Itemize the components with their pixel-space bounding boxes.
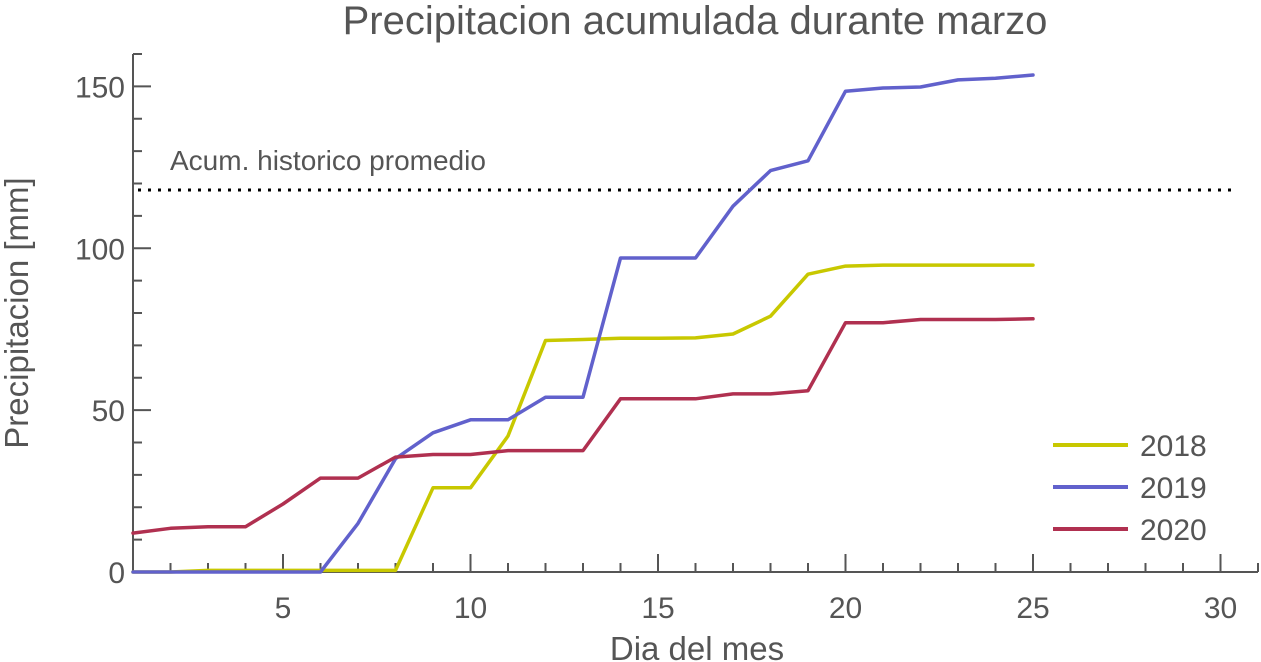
x-tick-label: 30 xyxy=(1204,592,1237,625)
y-tick-label: 50 xyxy=(92,395,125,428)
series-line-2019 xyxy=(131,73,1035,574)
legend-label-2020: 2020 xyxy=(1140,514,1207,547)
y-tick-label: 100 xyxy=(75,233,125,266)
x-tick-label: 20 xyxy=(829,592,862,625)
y-tick-label: 0 xyxy=(108,557,125,590)
legend-label-2019: 2019 xyxy=(1140,472,1207,505)
reference-line-group: Acum. historico promedio xyxy=(138,145,1238,192)
x-tick-label: 25 xyxy=(1016,592,1049,625)
x-tick-label: 10 xyxy=(454,592,487,625)
series-line-2020 xyxy=(131,317,1035,535)
series-line-2018 xyxy=(131,263,1035,574)
y-tick-label: 150 xyxy=(75,71,125,104)
x-axis-label: Dia del mes xyxy=(610,630,784,662)
series-group xyxy=(131,73,1035,574)
x-tick-label: 15 xyxy=(641,592,674,625)
y-axis-label: Precipitacion [mm] xyxy=(0,177,35,448)
reference-line-label: Acum. historico promedio xyxy=(170,145,486,176)
x-tick-label: 5 xyxy=(275,592,292,625)
legend: 2018 2019 2020 xyxy=(1053,430,1207,547)
chart-title: Precipitacion acumulada durante marzo xyxy=(343,0,1048,43)
legend-label-2018: 2018 xyxy=(1140,430,1207,463)
